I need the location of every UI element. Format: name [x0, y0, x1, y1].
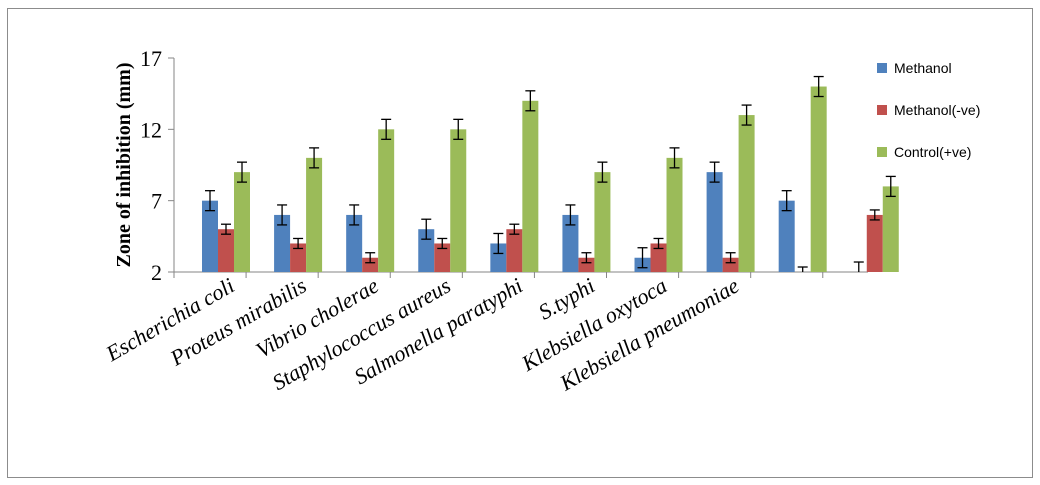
- bar-methanol-ve-: [650, 243, 667, 272]
- y-tick-label: 12: [140, 117, 162, 142]
- bar-control-ve-: [522, 100, 539, 272]
- bar-control-ve-: [450, 129, 467, 272]
- y-tick-label: 2: [151, 260, 162, 285]
- bar-methanol: [706, 172, 723, 272]
- bar-control-ve-: [234, 172, 250, 272]
- error-bars: [205, 75, 896, 272]
- y-ticks: 2 7 12 17: [140, 46, 174, 285]
- legend: Methanol Methanol(-ve) Control(+ve): [877, 60, 980, 160]
- bar-methanol-ve-: [722, 257, 739, 272]
- y-tick-label: 7: [151, 189, 162, 214]
- y-axis-title: Zone of inhibition (mm): [113, 62, 135, 267]
- bar-methanol-ve-: [578, 257, 595, 272]
- bar-methanol: [202, 200, 218, 272]
- bar-methanol-ve-: [290, 243, 307, 272]
- y-tick-label: 17: [140, 46, 162, 71]
- bar-control-ve-: [378, 129, 395, 272]
- bar-control-ve-: [882, 186, 899, 272]
- legend-swatch: [877, 147, 887, 157]
- bar-methanol: [490, 243, 507, 272]
- bar-control-ve-: [738, 115, 755, 272]
- bar-control-ve-: [810, 86, 827, 273]
- bar-methanol: [346, 214, 363, 272]
- legend-swatch: [877, 105, 887, 115]
- bar-methanol: [562, 214, 579, 272]
- bar-control-ve-: [306, 157, 323, 272]
- bar-methanol: [778, 200, 795, 272]
- bar-methanol-ve-: [506, 229, 523, 272]
- legend-label: Control(+ve): [894, 144, 971, 160]
- bar-methanol: [418, 229, 435, 272]
- legend-label: Methanol: [894, 60, 952, 76]
- bar-methanol: [274, 214, 291, 272]
- bar-methanol-ve-: [218, 229, 234, 272]
- bar-methanol-ve-: [362, 257, 379, 272]
- legend-label: Methanol(-ve): [894, 102, 980, 118]
- bar-methanol-ve-: [434, 243, 451, 272]
- bar-methanol-ve-: [866, 214, 883, 272]
- bars: [202, 86, 899, 273]
- legend-swatch: [877, 63, 887, 73]
- bar-control-ve-: [594, 172, 611, 272]
- bar-control-ve-: [666, 157, 683, 272]
